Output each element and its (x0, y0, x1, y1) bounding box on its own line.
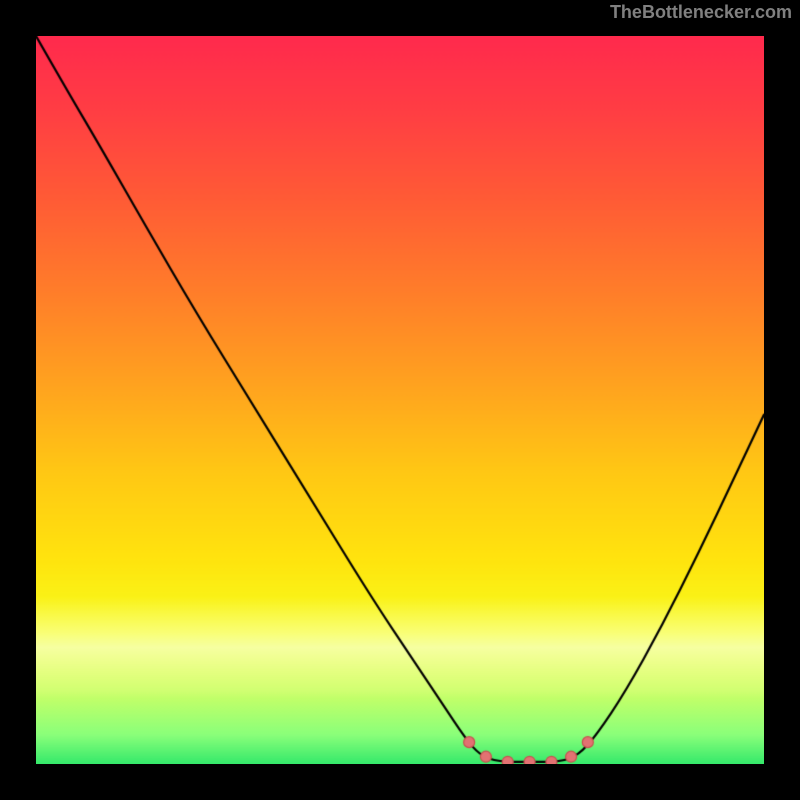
plot-area (36, 36, 764, 764)
watermark-label: TheBottlenecker.com (610, 2, 792, 23)
chart-frame: TheBottlenecker.com (0, 0, 800, 800)
chart-canvas (36, 36, 764, 764)
